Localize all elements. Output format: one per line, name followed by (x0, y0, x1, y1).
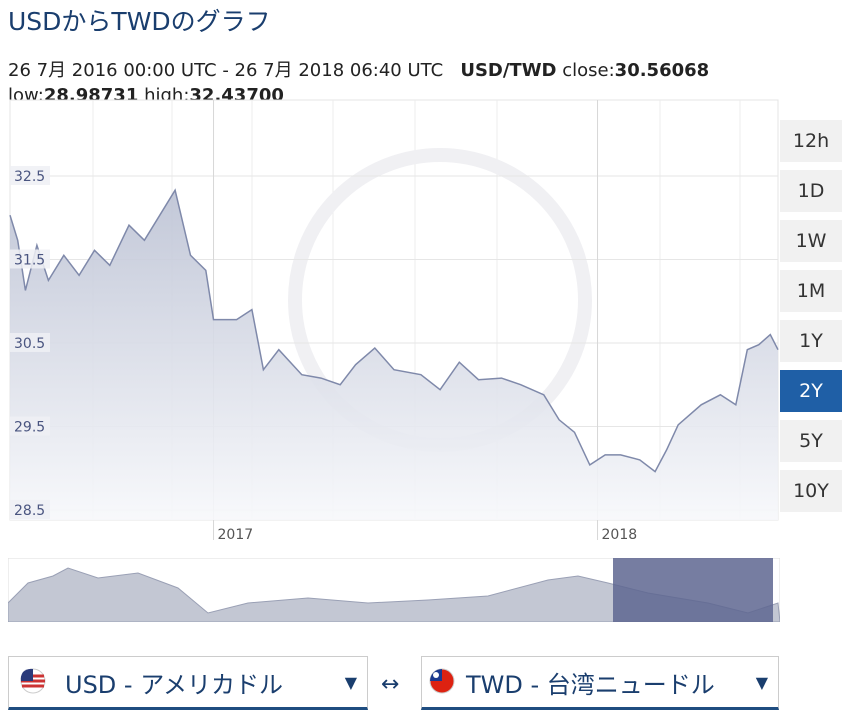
from-currency: USD - アメリカドル (65, 670, 283, 699)
y-tick-label: 31.5 (14, 252, 45, 268)
y-tick-label: 30.5 (14, 336, 45, 352)
tw-flag (429, 668, 455, 694)
range-button[interactable]: 5Y (780, 420, 842, 462)
us-flag (20, 668, 46, 694)
y-tick-bg (10, 416, 50, 436)
range-button[interactable]: 2Y (780, 370, 842, 412)
to-currency: TWD - 台湾ニュードル (466, 670, 715, 699)
range-button[interactable]: 12h (780, 120, 842, 162)
y-tick-bg (10, 249, 50, 269)
range-button[interactable]: 1M (780, 270, 842, 312)
range-button[interactable]: 1Y (780, 320, 842, 362)
y-tick-bg (10, 499, 50, 519)
y-tick-bg (10, 165, 50, 185)
y-tick-label: 29.5 (14, 419, 45, 435)
x-tick-label: 2018 (602, 527, 638, 543)
dropdown-arrow: ▼ (344, 672, 357, 692)
navigator (8, 558, 780, 622)
chart: 2017 2018 28.5 29.5 30.5 31.5 32.5 (9, 99, 779, 543)
from-dropdown[interactable]: USD - アメリカドル ▼ (8, 656, 368, 710)
x-tick-label: 2017 (218, 527, 254, 543)
y-tick-label: 32.5 (14, 169, 45, 185)
price-line (9, 188, 779, 473)
date-range: 26 7月 2016 00:00 UTC - 26 7月 2018 06:40 … (8, 60, 444, 81)
range-button[interactable]: 1W (780, 220, 842, 262)
area-fill (10, 190, 778, 520)
y-tick-bg (10, 332, 50, 352)
swap-icon[interactable]: ↔ (381, 672, 400, 697)
range-button[interactable]: 10Y (780, 470, 842, 512)
page-title: USDからTWDのグラフ (8, 7, 271, 36)
close-label: close: (562, 60, 615, 81)
y-tick-label: 28.5 (14, 503, 45, 519)
pair: USD/TWD (460, 60, 557, 81)
to-dropdown[interactable]: TWD - 台湾ニュードル ▼ (421, 656, 779, 710)
dropdown-arrow: ▼ (755, 672, 768, 692)
close-value: 30.56068 (614, 60, 710, 81)
info-line: 26 7月 2016 00:00 UTC - 26 7月 2018 06:40 … (8, 56, 709, 82)
range-button[interactable]: 1D (780, 170, 842, 212)
